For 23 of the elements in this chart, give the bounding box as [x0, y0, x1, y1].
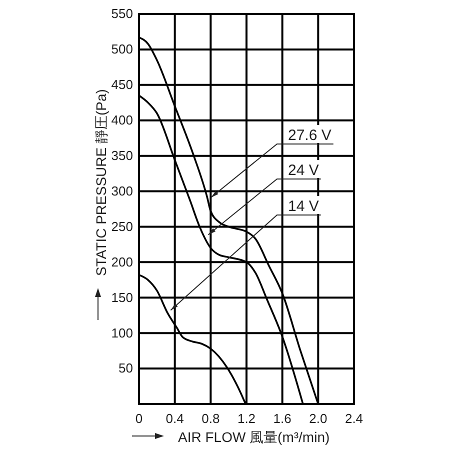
y-tick-label: 250 — [111, 218, 133, 234]
x-tick-label: 1.2 — [237, 411, 256, 426]
text: 24 V — [288, 162, 319, 179]
x-tick-label: 0.8 — [202, 411, 220, 426]
x-tick-label: 0 — [135, 411, 143, 426]
y-tick-label: 300 — [111, 183, 133, 198]
x-tick-label: 0.4 — [166, 411, 184, 426]
y-tick-label: 500 — [111, 42, 133, 57]
text: 14 V — [288, 198, 319, 215]
text: 27.6 V — [288, 127, 332, 144]
y-tick-label: 50 — [118, 360, 133, 376]
y-tick-label: 550 — [111, 6, 133, 22]
y-tick-label: 350 — [111, 148, 133, 163]
y-tick-label: 200 — [111, 254, 133, 270]
y-tick-label: 150 — [111, 290, 133, 305]
y-tick-label: 100 — [111, 325, 133, 340]
x-tick-label: 2.4 — [344, 411, 364, 426]
y-tick-label: 400 — [111, 112, 133, 128]
x-tick-label: 1.6 — [273, 411, 292, 426]
x-tick-label: 2.0 — [309, 411, 328, 426]
x-axis-title: AIR FLOW 風量(m³/min) — [178, 429, 330, 445]
y-axis-title: STATIC PRESSURE 靜圧(Pa) — [93, 89, 109, 276]
y-tick-label: 450 — [111, 77, 133, 92]
